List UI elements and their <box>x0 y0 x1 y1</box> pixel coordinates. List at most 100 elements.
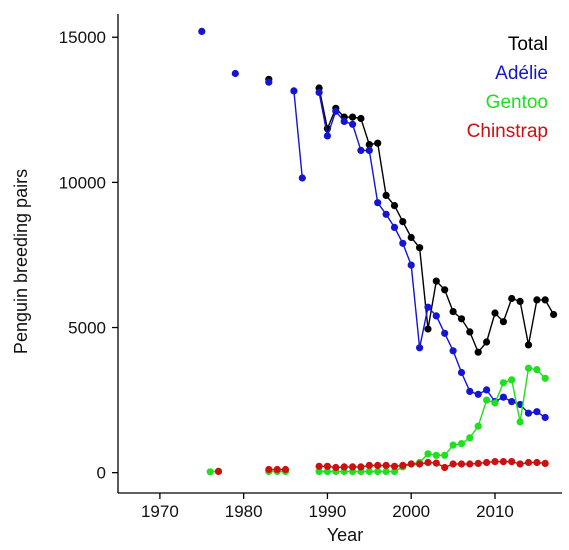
data-point <box>524 458 533 467</box>
data-point <box>441 451 449 459</box>
data-point <box>424 303 432 311</box>
data-point <box>365 467 373 476</box>
data-point <box>499 393 507 401</box>
data-point <box>541 459 549 467</box>
legend-entry: Adélie <box>495 63 548 84</box>
x-tick-label: 2000 <box>392 502 430 521</box>
data-point <box>466 387 474 395</box>
data-point <box>382 467 390 476</box>
axes <box>117 14 562 494</box>
data-point <box>198 27 206 35</box>
data-point <box>516 460 524 468</box>
data-point <box>499 318 507 326</box>
x-axis-label: Year <box>327 525 363 545</box>
x-tick-label: 1970 <box>141 502 179 521</box>
y-axis-label: Penguin breeding pairs <box>11 169 31 354</box>
x-tick-label: 2010 <box>476 502 514 521</box>
data-point <box>541 413 549 422</box>
series-total <box>265 75 558 356</box>
data-point <box>340 463 348 471</box>
data-point <box>541 374 549 382</box>
data-point <box>541 296 549 304</box>
series-group <box>198 27 558 476</box>
data-point <box>399 218 407 226</box>
data-point <box>533 408 541 416</box>
data-point <box>432 459 440 467</box>
data-point <box>315 88 323 96</box>
data-point <box>550 310 558 319</box>
legend: Total Adélie Gentoo Chinstrap <box>467 34 548 142</box>
data-point <box>357 463 365 471</box>
series-line <box>293 90 303 179</box>
data-point <box>449 308 457 316</box>
data-point <box>483 338 491 346</box>
data-point <box>265 78 273 86</box>
data-point <box>281 465 290 474</box>
series-line <box>319 367 546 473</box>
series-adlie <box>198 27 549 422</box>
data-point <box>407 233 415 242</box>
data-point <box>533 366 541 374</box>
data-point <box>491 309 499 317</box>
data-point <box>315 462 323 470</box>
data-point <box>457 368 466 377</box>
data-point <box>474 422 482 430</box>
data-point <box>349 113 357 121</box>
data-point <box>457 460 466 468</box>
data-point <box>298 174 306 182</box>
data-point <box>382 210 390 218</box>
y-tick-label: 10000 <box>59 173 106 192</box>
data-point <box>491 458 499 466</box>
data-point <box>206 468 214 476</box>
data-point <box>340 117 348 125</box>
data-point <box>474 348 482 356</box>
data-point <box>524 341 533 349</box>
data-point <box>424 458 432 467</box>
y-tick-label: 5000 <box>68 319 106 338</box>
data-point <box>533 296 541 304</box>
data-point <box>441 463 449 472</box>
data-point <box>416 460 424 468</box>
data-point <box>214 467 223 476</box>
data-point <box>466 328 474 336</box>
legend-entry: Gentoo <box>486 92 548 113</box>
series-gentoo <box>206 364 549 476</box>
data-point <box>399 239 407 247</box>
data-point <box>449 441 457 449</box>
data-point <box>432 312 440 320</box>
data-point <box>273 465 281 474</box>
x-tick-label: 1980 <box>225 502 263 521</box>
data-point <box>407 460 415 468</box>
data-point <box>390 467 399 476</box>
y-tick-label: 15000 <box>59 28 106 47</box>
data-point <box>332 463 340 472</box>
data-point <box>441 286 449 294</box>
data-point <box>457 315 466 323</box>
data-point <box>323 132 331 140</box>
data-point <box>382 461 390 469</box>
data-point <box>499 458 507 466</box>
data-point <box>365 461 373 469</box>
data-point <box>374 467 382 476</box>
data-point <box>449 347 457 355</box>
data-point <box>424 325 432 333</box>
data-point <box>432 451 440 459</box>
data-point <box>483 386 491 394</box>
data-point <box>516 297 524 305</box>
x-tick-label: 1990 <box>309 502 347 521</box>
series-chinstrap <box>214 458 549 476</box>
data-point <box>508 294 516 303</box>
data-point <box>499 379 507 387</box>
data-point <box>483 396 491 404</box>
data-point <box>474 459 482 467</box>
data-point <box>483 458 491 467</box>
data-point <box>357 146 365 154</box>
data-point <box>441 329 449 337</box>
data-point <box>390 462 399 470</box>
data-point <box>508 458 516 466</box>
data-point <box>524 409 533 417</box>
data-point <box>449 460 457 468</box>
legend-entry: Chinstrap <box>467 121 548 142</box>
